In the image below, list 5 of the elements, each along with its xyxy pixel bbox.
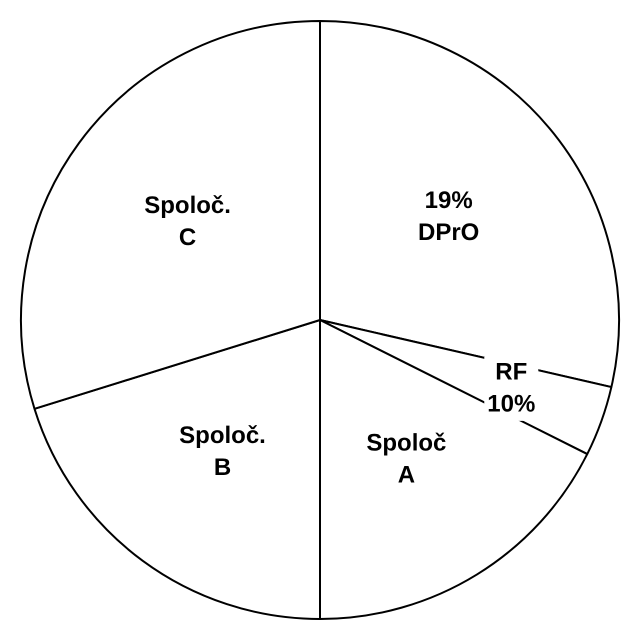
slice-label: Spoloč. B (179, 422, 266, 482)
slice-label: Spoloč. C (144, 192, 231, 252)
slice-label: Spoloč A (366, 430, 446, 489)
slice-label: 19% DPrO (418, 187, 480, 246)
slice-label: RF 10% (487, 358, 536, 418)
